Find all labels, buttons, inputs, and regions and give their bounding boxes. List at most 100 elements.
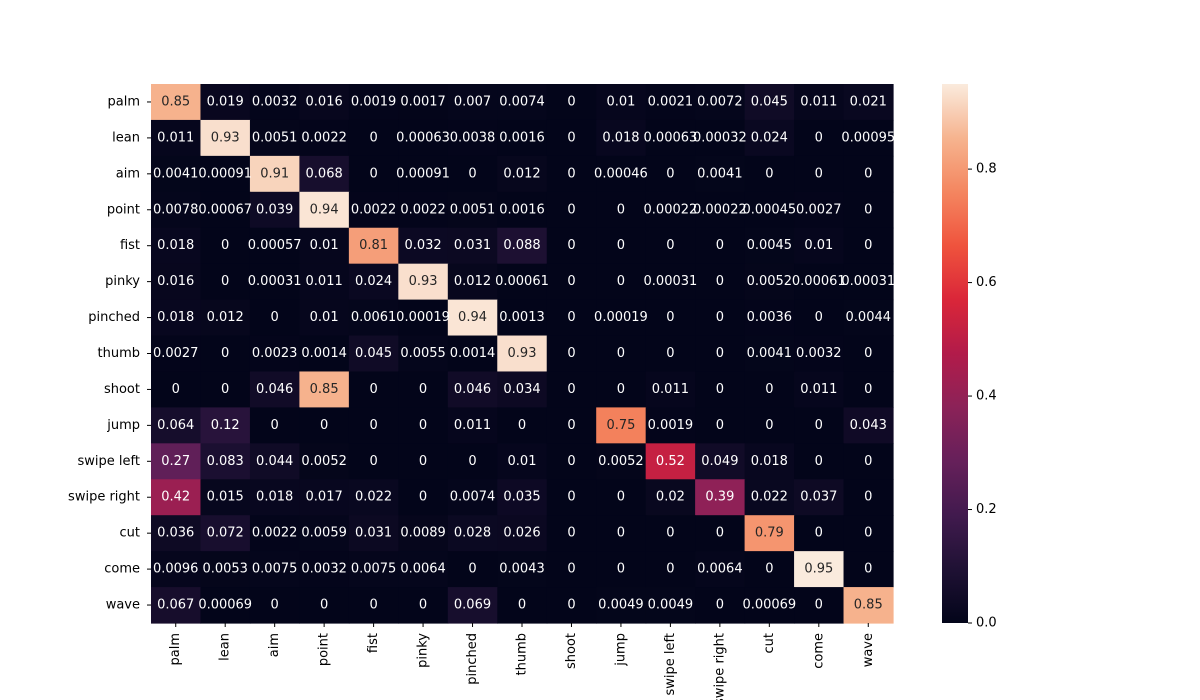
heatmap-cell (398, 84, 449, 121)
heatmap-cell (695, 263, 746, 301)
y-tick-label: pinky (105, 274, 140, 289)
heatmap-cell (843, 227, 894, 265)
y-tick-label: aim (116, 166, 140, 181)
y-tick-label: lean (112, 130, 140, 145)
heatmap-cell (249, 227, 300, 265)
cell-value-label: 0.064 (157, 418, 194, 433)
y-tick-label: point (107, 202, 140, 217)
cell-value-label: 0.00091 (396, 166, 450, 181)
x-tick-label: point (317, 633, 332, 666)
heatmap-cell (151, 155, 202, 193)
cell-value-label: 0 (864, 454, 872, 469)
heatmap-cell (200, 587, 251, 624)
cell-value-label: 0 (369, 418, 377, 433)
x-tick-label: lean (218, 633, 233, 661)
cell-value-label: 0.0016 (499, 202, 545, 217)
cell-value-label: 0 (864, 166, 872, 181)
cell-value-label: 0.024 (355, 274, 392, 289)
heatmap-cell (398, 263, 449, 301)
heatmap-cell (497, 551, 548, 588)
cell-value-label: 0 (765, 562, 773, 577)
heatmap-cell (843, 84, 894, 121)
cell-value-label: 0 (815, 598, 823, 613)
cell-value-label: 0.0043 (499, 562, 545, 577)
heatmap-cell (200, 299, 251, 337)
cell-value-label: 0.049 (701, 454, 738, 469)
cell-value-label: 0 (419, 454, 427, 469)
cell-value-label: 0.85 (854, 598, 883, 613)
cell-value-label: 0.011 (454, 418, 491, 433)
cell-value-label: 0.00095 (841, 130, 895, 145)
cell-value-label: 0.031 (454, 238, 491, 253)
cell-value-label: 0 (518, 598, 526, 613)
cell-value-label: 0 (567, 454, 575, 469)
cell-value-label: 0 (468, 562, 476, 577)
cell-value-label: 0.035 (503, 490, 540, 505)
cell-value-label: 0.037 (800, 490, 837, 505)
heatmap-cell (546, 84, 597, 121)
heatmap-cell (546, 443, 597, 480)
x-axis: palm lean aim point fist pinky pinched thumb sho… (168, 623, 876, 700)
heatmap-cell (843, 407, 894, 444)
cell-value-label: 0.021 (850, 94, 887, 109)
cell-value-label: 0.034 (503, 382, 540, 397)
heatmap-cell (596, 227, 647, 265)
heatmap-cell (151, 443, 202, 480)
cell-value-label: 0 (617, 562, 625, 577)
heatmap-cell (695, 155, 746, 193)
heatmap-cell (744, 299, 795, 337)
cell-value-label: 0.0032 (252, 94, 298, 109)
cell-value-label: 0.0096 (153, 562, 199, 577)
cell-value-label: 0 (666, 526, 674, 541)
cell-value-label: 0 (567, 562, 575, 577)
heatmap-cell (200, 407, 251, 444)
cell-value-label: 0.0017 (400, 94, 446, 109)
heatmap-cell (596, 155, 647, 193)
heatmap-cell (348, 371, 399, 408)
cell-value-label: 0.0045 (747, 238, 793, 253)
cell-value-label: 0 (617, 526, 625, 541)
cell-value-label: 0 (864, 202, 872, 217)
cell-value-label: 0 (864, 382, 872, 397)
cell-value-label: 0 (567, 94, 575, 109)
heatmap-cell (794, 84, 845, 121)
cell-value-label: 0 (419, 598, 427, 613)
heatmap-cell (546, 587, 597, 624)
cell-value-label: 0 (815, 454, 823, 469)
cell-value-label: 0 (567, 130, 575, 145)
cell-value-label: 0.022 (751, 490, 788, 505)
cell-value-label: 0 (369, 382, 377, 397)
cell-value-label: 0.85 (310, 382, 339, 397)
cell-value-label: 0 (567, 310, 575, 325)
cell-value-label: 0 (221, 274, 229, 289)
heatmap-cell (151, 551, 202, 588)
cell-value-label: 0.0059 (301, 526, 347, 541)
cell-value-label: 0.0013 (499, 310, 545, 325)
heatmap-cell (744, 191, 795, 229)
cell-value-label: 0 (221, 382, 229, 397)
cell-value-label: 0.95 (804, 562, 833, 577)
x-tick-label: aim (267, 633, 282, 657)
heatmap-cell (299, 299, 350, 337)
heatmap-cell (645, 479, 696, 516)
heatmap-cell (447, 335, 498, 373)
x-tick-label: pinky (416, 633, 431, 668)
cell-value-label: 0.072 (207, 526, 244, 541)
heatmap-cell (249, 119, 300, 157)
x-tick-label: fist (366, 633, 381, 653)
heatmap-cell (843, 155, 894, 193)
cell-value-label: 0.0072 (697, 94, 743, 109)
cell-value-label: 0.85 (161, 94, 190, 109)
heatmap-cell (794, 443, 845, 480)
heatmap-cell (843, 371, 894, 408)
cell-value-label: 0.088 (503, 238, 540, 253)
cell-value-label: 0.0038 (450, 130, 496, 145)
cell-value-label: 0.0022 (252, 526, 298, 541)
heatmap-cell (398, 443, 449, 480)
colorbar-tick-label: 0.0 (976, 616, 997, 631)
cell-value-label: 0.27 (161, 454, 190, 469)
heatmap-cell (497, 407, 548, 444)
heatmap-cell (744, 515, 795, 552)
cell-value-label: 0 (271, 310, 279, 325)
heatmap-cell (596, 371, 647, 408)
